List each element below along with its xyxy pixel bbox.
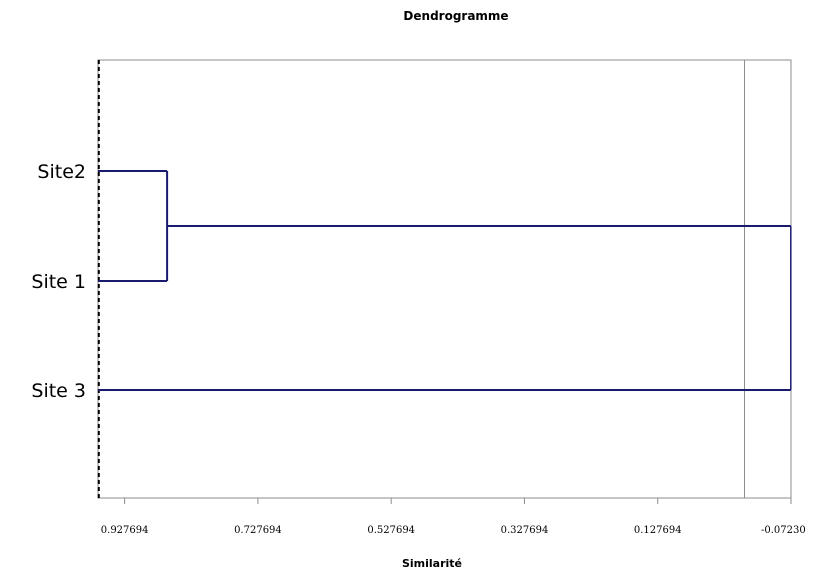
- leaf-label: Site 1: [31, 271, 86, 293]
- x-tick-label: 0.527694: [367, 525, 415, 536]
- x-axis-title: Similarité: [402, 557, 462, 570]
- x-tick-label: 0.927694: [101, 525, 149, 536]
- x-tick-label: 0.127694: [634, 525, 682, 536]
- chart-title: Dendrogramme: [403, 9, 508, 23]
- leaf-labels: Site2 Site 1 Site 3: [31, 161, 86, 402]
- x-axis-ticks: 0.927694 0.727694 0.527694 0.327694 0.127694…: [101, 498, 806, 536]
- x-tick-label: 0.327694: [501, 525, 549, 536]
- reference-lines: [97, 60, 745, 498]
- x-tick-label: -0.07230: [761, 525, 806, 536]
- leaf-label: Site2: [37, 161, 86, 183]
- leaf-label: Site 3: [31, 380, 86, 402]
- x-tick-label: 0.727694: [234, 525, 282, 536]
- plot-area: [97, 59, 792, 499]
- dendrogram-links: [98, 170, 792, 391]
